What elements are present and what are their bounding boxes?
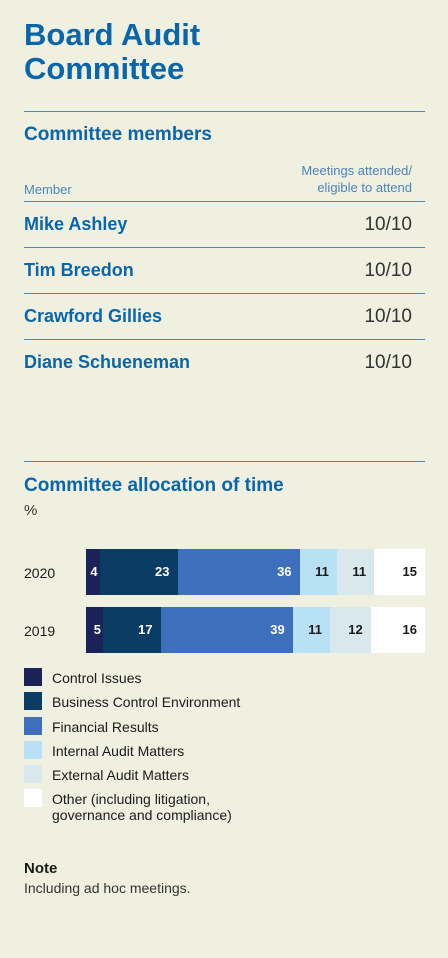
member-attendance: 10/10 [364,260,412,281]
bar-segment: 5 [86,607,103,653]
bar-value-label: 5 [93,622,101,637]
legend-label: External Audit Matters [52,765,189,783]
member-row: Crawford Gillies 10/10 [24,294,425,340]
divider-top [24,111,425,112]
member-name: Tim Breedon [24,260,134,280]
bar-value-label: 4 [90,564,98,579]
members-heading: Committee members [24,124,212,145]
bar-category-label: 2020 [24,565,56,581]
column-header-meetings: Meetings attended/ eligible to attend [301,162,412,196]
bar-value-label: 11 [308,622,323,637]
bar-value-label: 12 [348,622,363,637]
legend-label-line: Financial Results [52,718,159,735]
divider-allocation [24,461,425,462]
allocation-unit: % [24,502,38,519]
bar-value-label: 36 [277,564,292,579]
bar-segment: 36 [177,549,300,595]
member-row: Tim Breedon 10/10 [24,248,425,294]
member-row-divider [24,293,425,294]
bar-segment: 12 [330,607,371,653]
bar-segment: 17 [102,607,161,653]
member-name: Mike Ashley [24,214,128,234]
title-line-1: Board Audit [24,17,201,52]
bar-segment: 39 [160,607,293,653]
legend-swatch [24,716,42,735]
bar-segment: 11 [299,549,337,595]
bar-row-2020: 2020 4 23 36 11 11 15 [24,549,425,595]
member-row-divider [24,339,425,340]
legend-swatch [24,740,42,759]
legend-item: Internal Audit Matters [24,740,240,765]
members-header-divider [24,201,425,202]
note-title: Note [24,860,58,877]
legend-swatch [24,789,42,808]
page-title: Board Audit Committee [24,18,200,86]
title-line-2: Committee [24,51,185,86]
legend-label: Other (including litigation, governance a… [52,789,232,823]
note-text: Including ad hoc meetings. [24,880,191,896]
bar-segment: 23 [99,549,178,595]
legend-swatch [24,668,42,686]
member-attendance: 10/10 [364,214,412,235]
chart-legend: Control Issues Business Control Environme… [24,668,240,823]
legend-item: Financial Results [24,716,240,741]
bar-row-2019: 2019 5 17 39 11 12 16 [24,607,425,653]
legend-label: Internal Audit Matters [52,741,184,759]
member-row: Mike Ashley 10/10 [24,202,425,248]
member-row: Diane Schueneman 10/10 [24,340,425,386]
bar-track: 5 17 39 11 12 16 [86,607,425,653]
bar-segment: 11 [336,549,375,595]
legend-item: Other (including litigation, governance a… [24,789,240,823]
legend-item: Control Issues [24,668,240,692]
bar-track: 4 23 36 11 11 15 [86,549,425,595]
legend-label-line: governance and compliance) [52,807,232,824]
allocation-heading: Committee allocation of time [24,475,284,496]
legend-swatch [24,692,42,711]
bar-value-label: 23 [155,564,170,579]
legend-item: Business Control Environment [24,692,240,716]
member-attendance: 10/10 [364,352,412,373]
legend-item: External Audit Matters [24,765,240,789]
legend-label-line: Internal Audit Matters [52,742,185,759]
member-name: Diane Schueneman [24,352,191,372]
bar-value-label: 17 [138,622,153,637]
bar-segment: 16 [370,607,425,653]
bar-segment: 11 [292,607,331,653]
legend-label: Financial Results [52,717,159,735]
legend-label-line: External Audit Matters [52,767,189,784]
legend-swatch [24,765,42,784]
bar-value-label: 16 [402,622,417,637]
bar-segment: 15 [374,549,425,595]
bar-value-label: 11 [315,564,329,579]
legend-label-line: Control Issues [52,670,142,686]
column-header-meetings-line-2: eligible to attend [317,180,412,195]
legend-label: Business Control Environment [52,692,240,710]
member-attendance: 10/10 [364,306,412,327]
column-header-member: Member [24,182,72,197]
bar-value-label: 11 [352,564,367,579]
bar-category-label: 2019 [24,623,56,639]
column-header-meetings-line-1: Meetings attended/ [301,163,412,178]
member-name: Crawford Gillies [24,306,163,326]
legend-label-line: Other (including litigation, [52,791,210,808]
bar-value-label: 15 [402,564,417,579]
bar-value-label: 39 [270,622,285,637]
legend-label-line: Business Control Environment [52,694,241,711]
bar-segment: 4 [86,549,100,595]
legend-label: Control Issues [52,668,141,686]
member-row-divider [24,247,425,248]
